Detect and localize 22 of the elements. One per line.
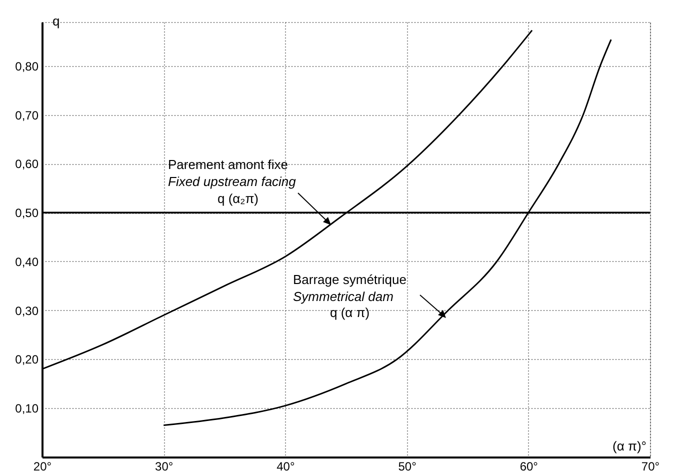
x-tick-label: 60° bbox=[520, 460, 538, 473]
annotation: q (α π) bbox=[330, 305, 370, 320]
y-tick-label: 0,40 bbox=[15, 254, 39, 269]
annotation: Barrage symétrique bbox=[293, 272, 406, 287]
annotation: Symmetrical dam bbox=[293, 289, 394, 304]
y-tick-label: 0,70 bbox=[15, 108, 39, 122]
y-tick-label: 0,20 bbox=[15, 352, 39, 367]
y-tick-label: 0,10 bbox=[15, 402, 39, 416]
x-tick-label: 20° bbox=[33, 460, 52, 473]
y-tick-label: 0,60 bbox=[15, 157, 39, 172]
y-tick-label: 0,50 bbox=[15, 206, 39, 220]
x-axis-title: (α π)° bbox=[612, 438, 646, 454]
y-tick-label: 0,30 bbox=[15, 304, 39, 318]
x-tick-label: 70° bbox=[641, 460, 660, 473]
y-tick-label: 0,80 bbox=[15, 59, 39, 74]
annotation: q (α₂π) bbox=[217, 191, 259, 206]
x-tick-label: 30° bbox=[155, 460, 174, 473]
x-tick-label: 50° bbox=[398, 460, 417, 473]
annotation: Fixed upstream facing bbox=[168, 174, 297, 189]
y-axis-title: q bbox=[52, 14, 60, 28]
x-tick-label: 40° bbox=[276, 460, 295, 473]
annotation: Parement amont fixe bbox=[168, 157, 288, 172]
